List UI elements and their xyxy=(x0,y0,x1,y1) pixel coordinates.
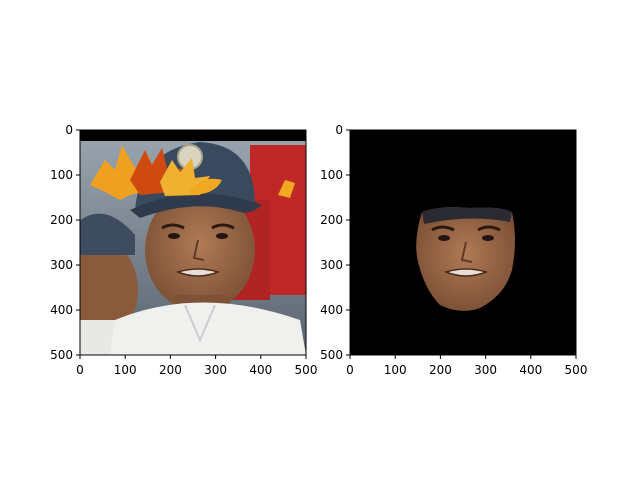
right-image-panel-ytick-label: 300 xyxy=(320,258,343,272)
right-image-panel-xtick-label: 0 xyxy=(346,363,354,377)
left-axes-frame xyxy=(79,129,307,356)
left-image-panel-xtick-label: 300 xyxy=(204,363,227,377)
right-axes-frame xyxy=(349,129,577,356)
left-image-panel-ytick-label: 300 xyxy=(50,258,73,272)
left-image-panel-ytick-label: 0 xyxy=(65,123,73,137)
left-image-panel-ytick-label: 500 xyxy=(50,348,73,362)
right-image-panel-ytick-label: 200 xyxy=(320,213,343,227)
right-image-panel-ytick-label: 100 xyxy=(320,168,343,182)
left-photo xyxy=(80,130,306,355)
left-image-panel-ytick-label: 200 xyxy=(50,213,73,227)
left-image-panel-xtick-label: 500 xyxy=(295,363,318,377)
right-image-panel-xtick-label: 300 xyxy=(474,363,497,377)
right-mask xyxy=(350,130,576,355)
left-image-panel-xtick-label: 100 xyxy=(114,363,137,377)
right-image-panel-ytick-label: 0 xyxy=(335,123,343,137)
right-image-panel-ytick-label: 500 xyxy=(320,348,343,362)
left-image-panel-ytick-label: 400 xyxy=(50,303,73,317)
right-image-panel-xtick-label: 200 xyxy=(429,363,452,377)
left-image-panel-xtick-label: 400 xyxy=(249,363,272,377)
right-image-panel-xtick-label: 400 xyxy=(519,363,542,377)
left-image-panel-xtick-label: 0 xyxy=(76,363,84,377)
left-image-panel-ytick-label: 100 xyxy=(50,168,73,182)
right-image-panel-ytick-label: 400 xyxy=(320,303,343,317)
left-image-panel-xtick-label: 200 xyxy=(159,363,182,377)
right-image-panel-xtick-label: 100 xyxy=(384,363,407,377)
right-image-panel-xtick-label: 500 xyxy=(565,363,588,377)
